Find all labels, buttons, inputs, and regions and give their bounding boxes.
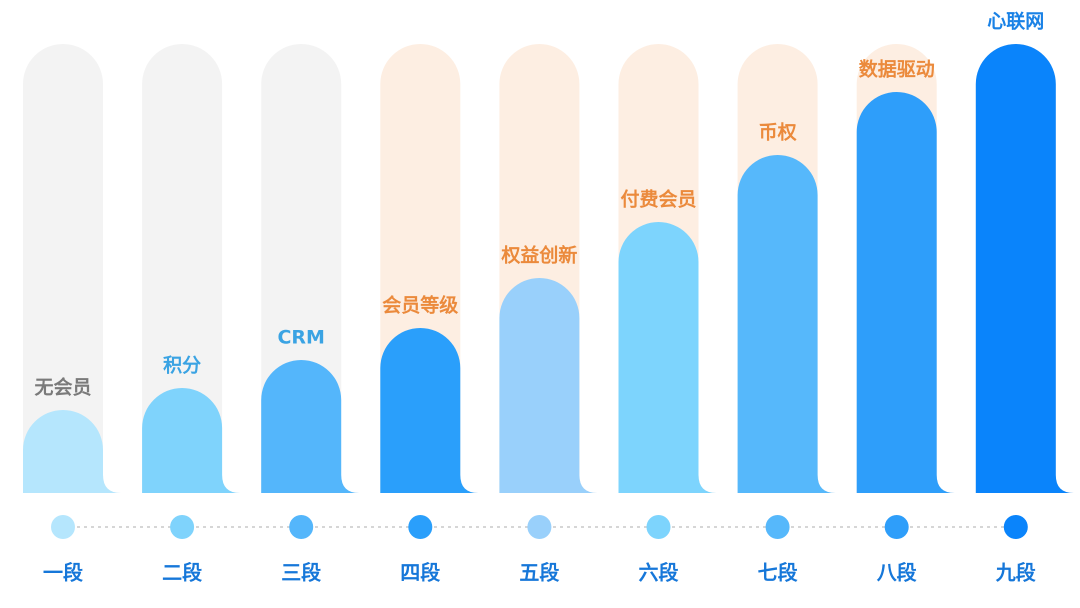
stage-name: 五段 xyxy=(519,561,559,585)
stage-bar xyxy=(261,360,360,493)
stage-label: 会员等级 xyxy=(382,294,458,317)
stage-dot xyxy=(1003,515,1028,539)
stage-name: 二段 xyxy=(162,561,202,585)
stage-name: 一段 xyxy=(43,561,83,585)
stage-label: 权益创新 xyxy=(500,244,577,267)
stage-bar xyxy=(380,328,479,493)
stage-label: 心联网 xyxy=(987,11,1044,33)
stage-dot xyxy=(646,515,671,539)
stage-dot xyxy=(170,515,195,539)
stage-bar xyxy=(856,92,955,493)
stage-name: 七段 xyxy=(758,561,798,585)
stage-bar xyxy=(737,155,836,493)
stage-name: 九段 xyxy=(995,561,1036,585)
stage-dot xyxy=(408,515,433,539)
stage-bar xyxy=(23,410,121,493)
stage-name: 六段 xyxy=(639,561,679,585)
stage-background xyxy=(23,44,121,493)
stage-dot xyxy=(289,515,314,539)
stage-label: 数据驱动 xyxy=(859,58,935,81)
stage-dot xyxy=(884,515,909,539)
stage-bar xyxy=(142,388,241,493)
stage-dot xyxy=(527,515,552,539)
stage-bar xyxy=(975,43,1074,494)
stage-name: 八段 xyxy=(877,561,917,585)
stage-label: 币权 xyxy=(759,121,797,144)
stage-name: 三段 xyxy=(281,561,321,585)
stage-name: 四段 xyxy=(400,561,440,585)
stage-label: 无会员 xyxy=(34,376,91,399)
stage-label: 积分 xyxy=(163,355,201,377)
stage-background xyxy=(142,44,241,494)
stage-dot xyxy=(765,515,790,539)
stage-label: 付费会员 xyxy=(620,188,696,211)
stage-bar xyxy=(499,277,598,493)
stage-bar xyxy=(618,222,717,493)
stage-label: CRM xyxy=(277,327,324,349)
stage-dot xyxy=(51,515,75,539)
